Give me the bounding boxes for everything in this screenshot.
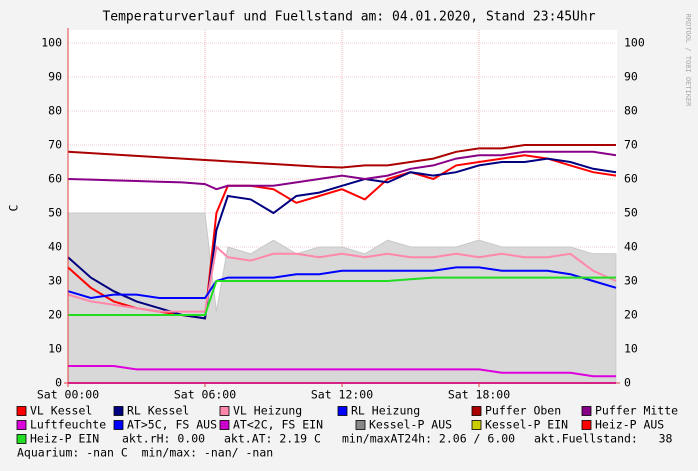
y-tick-label-right: 50: [624, 206, 638, 220]
y-tick-label-right: 90: [624, 70, 638, 84]
x-tick-label: Sat 00:00: [37, 388, 99, 402]
line: [67, 150, 617, 191]
legend-swatch: [581, 406, 592, 416]
legend-label: Luftfeuchte: [30, 418, 106, 432]
status-text: akt.Fuellstand: 38: [534, 432, 673, 446]
legend-swatch: [16, 406, 27, 416]
legend-label: RL Kessel: [127, 404, 189, 418]
x-tick-label: Sat 18:00: [448, 388, 510, 402]
legend-label: Kessel-P EIN: [485, 418, 568, 432]
y-tick-label: 90: [48, 70, 62, 84]
legend-label: Puffer Mitte: [595, 404, 678, 418]
y-tick-label-right: 80: [624, 104, 638, 118]
legend-label: VL Kessel: [30, 404, 92, 418]
status-text: akt.AT: 2.19 C: [224, 432, 321, 446]
footer-text: Aquarium: -nan C min/max: -nan/ -nan: [17, 446, 273, 460]
legend-swatch: [355, 420, 366, 430]
line: [67, 245, 617, 313]
chart-title: Temperaturverlauf und Fuellstand am: 04.…: [102, 10, 595, 25]
legend-label: AT<2C, FS EIN: [233, 418, 323, 432]
y-tick-label: 10: [48, 342, 62, 356]
legend-label: Heiz-P AUS: [595, 418, 664, 432]
y-tick-label-right: 10: [624, 342, 638, 356]
y-tick-label-right: 40: [624, 240, 638, 254]
legend-label: RL Heizung: [351, 404, 420, 418]
legend-label: VL Heizung: [233, 404, 302, 418]
y-axis-label: C: [7, 204, 21, 211]
y-tick-label: 60: [48, 172, 62, 186]
side-label: RRDTOOL / TOBI OETIKER: [684, 14, 692, 108]
line: [67, 144, 616, 169]
line: [68, 276, 616, 316]
y-tick-label-right: 20: [624, 308, 638, 322]
line: [67, 157, 617, 320]
y-tick-label: 70: [48, 138, 62, 152]
legend-label: Kessel-P AUS: [369, 418, 452, 432]
line: [68, 365, 616, 378]
y-tick-label: 0: [55, 376, 62, 390]
legend-swatch: [16, 420, 27, 430]
y-tick-label: 100: [41, 36, 62, 50]
y-tick-label: 40: [48, 240, 62, 254]
legend-swatch: [219, 420, 230, 430]
y-tick-label: 50: [48, 206, 62, 220]
legend-swatch: [113, 420, 124, 430]
y-tick-label: 30: [48, 274, 62, 288]
area: [67, 212, 617, 384]
legend-swatch: [113, 406, 124, 416]
line: [67, 266, 617, 300]
y-tick-label-right: 70: [624, 138, 638, 152]
legend-swatch: [337, 406, 348, 416]
y-tick-label-right: 60: [624, 172, 638, 186]
y-tick-label-right: 0: [624, 376, 631, 390]
status-text: min/maxAT24h: 2.06 / 6.00: [342, 432, 515, 446]
legend-swatch: [471, 406, 482, 416]
legend-label: Heiz-P EIN: [30, 432, 99, 446]
legend-swatch: [471, 420, 482, 430]
status-text: akt.rH: 0.00: [122, 432, 205, 446]
legend-swatch: [16, 434, 27, 444]
legend-label: Puffer Oben: [485, 404, 561, 418]
legend-swatch: [581, 420, 592, 430]
y-tick-label-right: 100: [624, 36, 645, 50]
x-tick-label: Sat 06:00: [174, 388, 236, 402]
x-tick-label: Sat 12:00: [311, 388, 373, 402]
y-tick-label-right: 30: [624, 274, 638, 288]
y-tick-label: 20: [48, 308, 62, 322]
y-tick-label: 80: [48, 104, 62, 118]
legend-swatch: [219, 406, 230, 416]
legend-label: AT>5C, FS AUS: [127, 418, 217, 432]
